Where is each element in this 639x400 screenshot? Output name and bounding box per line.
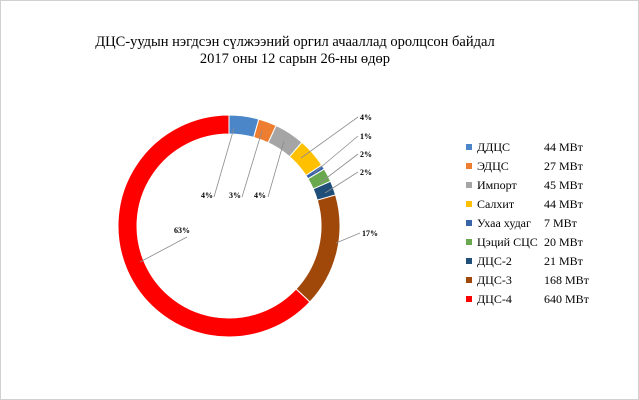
chart-title-line-1: ДЦС-уудын нэгдсэн сүлжээний оргил ачаалл…	[95, 34, 495, 50]
legend-value: 7 МВт	[544, 216, 577, 230]
data-label-2: 3%	[229, 191, 241, 200]
leader-line-8	[335, 232, 361, 244]
legend-swatch	[466, 277, 472, 283]
legend-label: ДЦС-4	[477, 292, 512, 306]
donut-slice-8	[295, 194, 341, 303]
leader-line-5	[313, 135, 359, 174]
data-label-4: 4%	[360, 113, 372, 122]
legend-value: 168 МВт	[544, 273, 589, 287]
data-label-7: 2%	[360, 168, 372, 177]
chart-title-line-2: 2017 оны 12 сарын 26-ны өдөр	[199, 51, 391, 67]
data-label-1: 4%	[201, 191, 213, 200]
legend-swatch	[466, 163, 472, 169]
data-label-5: 1%	[360, 132, 372, 141]
legend-swatch	[466, 296, 472, 302]
legend-label: ДЦС-3	[477, 273, 512, 287]
legend-label: Импорт	[477, 178, 517, 192]
data-label-8: 17%	[362, 229, 378, 238]
legend-swatch	[466, 220, 472, 226]
legend-swatch	[466, 258, 472, 264]
legend-label: ДЦС-2	[477, 254, 512, 268]
donut-slice-9	[117, 114, 311, 338]
legend-label: ДДЦС	[477, 140, 511, 154]
legend-value: 45 МВт	[544, 178, 583, 192]
legend-value: 640 МВт	[544, 292, 589, 306]
leader-line-9	[139, 236, 188, 263]
legend-label: Салхит	[477, 197, 515, 211]
legend-label: Ухаа худаг	[477, 216, 531, 230]
data-label-3: 4%	[254, 191, 266, 200]
leader-line-6	[319, 153, 359, 184]
legend-value: 20 МВт	[544, 235, 583, 249]
leader-line-4	[300, 116, 359, 159]
legend-value: 21 МВт	[544, 254, 583, 268]
legend-value: 27 МВт	[544, 159, 583, 173]
legend-swatch	[466, 239, 472, 245]
legend-swatch	[466, 201, 472, 207]
legend-swatch	[466, 144, 472, 150]
leader-line-1	[213, 127, 235, 198]
legend-value: 44 МВт	[544, 197, 583, 211]
leader-line-7	[324, 171, 359, 194]
leader-line-3	[267, 140, 285, 198]
data-label-9: 63%	[174, 226, 190, 235]
legend-value: 44 МВт	[544, 140, 583, 154]
leader-line-2	[241, 130, 263, 198]
legend-label: Цэций СЦС	[477, 235, 538, 249]
data-label-6: 2%	[360, 150, 372, 159]
chart-title: ДЦС-уудын нэгдсэн сүлжээний оргил ачаалл…	[95, 34, 495, 68]
legend-label: ЭДЦС	[477, 159, 509, 173]
legend-swatch	[466, 182, 472, 188]
